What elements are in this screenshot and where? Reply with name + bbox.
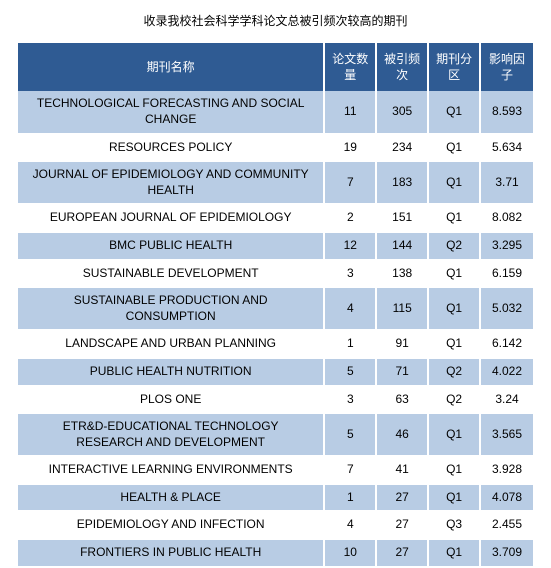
cell-citations: 71: [377, 359, 429, 387]
cell-citations: 305: [377, 91, 429, 134]
page-title: 收录我校社会科学学科论文总被引频次较高的期刊: [18, 12, 533, 29]
cell-impact: 3.565: [481, 414, 533, 457]
cell-journal-name: EPIDEMIOLOGY AND INFECTION: [18, 512, 325, 540]
cell-citations: 138: [377, 261, 429, 289]
cell-count: 2: [325, 205, 377, 233]
cell-quartile: Q2: [429, 233, 481, 261]
cell-citations: 27: [377, 512, 429, 540]
table-row: BMC PUBLIC HEALTH12144Q23.295: [18, 233, 533, 261]
cell-impact: 3.295: [481, 233, 533, 261]
table-row: SUSTAINABLE PRODUCTION AND CONSUMPTION41…: [18, 288, 533, 331]
col-header-count: 论文数量: [325, 43, 377, 91]
col-header-quartile: 期刊分区: [429, 43, 481, 91]
cell-journal-name: PLOS ONE: [18, 387, 325, 415]
cell-quartile: Q1: [429, 162, 481, 205]
cell-impact: 3.24: [481, 387, 533, 415]
table-row: EPIDEMIOLOGY AND INFECTION427Q32.455: [18, 512, 533, 540]
cell-impact: 8.082: [481, 205, 533, 233]
cell-journal-name: HEALTH & PLACE: [18, 485, 325, 513]
cell-count: 7: [325, 457, 377, 485]
cell-impact: 3.71: [481, 162, 533, 205]
cell-citations: 234: [377, 135, 429, 163]
cell-journal-name: LANDSCAPE AND URBAN PLANNING: [18, 331, 325, 359]
table-row: EUROPEAN JOURNAL OF EPIDEMIOLOGY2151Q18.…: [18, 205, 533, 233]
cell-impact: 6.142: [481, 331, 533, 359]
table-row: INTERACTIVE LEARNING ENVIRONMENTS741Q13.…: [18, 457, 533, 485]
table-row: JOURNAL OF EPIDEMIOLOGY AND COMMUNITY HE…: [18, 162, 533, 205]
cell-impact: 5.634: [481, 135, 533, 163]
cell-quartile: Q2: [429, 359, 481, 387]
table-row: SUSTAINABLE DEVELOPMENT3138Q16.159: [18, 261, 533, 289]
cell-quartile: Q1: [429, 205, 481, 233]
cell-quartile: Q3: [429, 512, 481, 540]
cell-citations: 115: [377, 288, 429, 331]
cell-count: 19: [325, 135, 377, 163]
table-row: RESOURCES POLICY19234Q15.634: [18, 135, 533, 163]
cell-impact: 2.455: [481, 512, 533, 540]
cell-quartile: Q1: [429, 540, 481, 568]
cell-quartile: Q1: [429, 288, 481, 331]
cell-journal-name: JOURNAL OF EPIDEMIOLOGY AND COMMUNITY HE…: [18, 162, 325, 205]
cell-count: 11: [325, 91, 377, 134]
cell-count: 5: [325, 414, 377, 457]
cell-journal-name: SUSTAINABLE PRODUCTION AND CONSUMPTION: [18, 288, 325, 331]
table-row: HEALTH & PLACE127Q14.078: [18, 485, 533, 513]
cell-journal-name: ETR&D-EDUCATIONAL TECHNOLOGY RESEARCH AN…: [18, 414, 325, 457]
cell-quartile: Q1: [429, 261, 481, 289]
col-header-citations: 被引频次: [377, 43, 429, 91]
cell-impact: 5.032: [481, 288, 533, 331]
table-row: LANDSCAPE AND URBAN PLANNING191Q16.142: [18, 331, 533, 359]
cell-impact: 3.709: [481, 540, 533, 568]
cell-count: 7: [325, 162, 377, 205]
cell-quartile: Q1: [429, 91, 481, 134]
table-row: PLOS ONE363Q23.24: [18, 387, 533, 415]
cell-impact: 8.593: [481, 91, 533, 134]
cell-count: 1: [325, 331, 377, 359]
cell-count: 10: [325, 540, 377, 568]
cell-quartile: Q1: [429, 135, 481, 163]
cell-citations: 63: [377, 387, 429, 415]
cell-citations: 27: [377, 485, 429, 513]
cell-citations: 151: [377, 205, 429, 233]
cell-impact: 4.078: [481, 485, 533, 513]
cell-count: 12: [325, 233, 377, 261]
table-row: PUBLIC HEALTH NUTRITION571Q24.022: [18, 359, 533, 387]
cell-citations: 144: [377, 233, 429, 261]
cell-quartile: Q1: [429, 414, 481, 457]
table-header-row: 期刊名称 论文数量 被引频次 期刊分区 影响因子: [18, 43, 533, 91]
journal-table: 期刊名称 论文数量 被引频次 期刊分区 影响因子 TECHNOLOGICAL F…: [18, 43, 533, 568]
col-header-name: 期刊名称: [18, 43, 325, 91]
cell-quartile: Q1: [429, 485, 481, 513]
cell-citations: 183: [377, 162, 429, 205]
cell-citations: 46: [377, 414, 429, 457]
cell-citations: 41: [377, 457, 429, 485]
cell-count: 3: [325, 261, 377, 289]
cell-quartile: Q2: [429, 387, 481, 415]
cell-count: 1: [325, 485, 377, 513]
cell-journal-name: BMC PUBLIC HEALTH: [18, 233, 325, 261]
cell-journal-name: RESOURCES POLICY: [18, 135, 325, 163]
cell-impact: 4.022: [481, 359, 533, 387]
cell-journal-name: INTERACTIVE LEARNING ENVIRONMENTS: [18, 457, 325, 485]
cell-count: 4: [325, 512, 377, 540]
table-row: FRONTIERS IN PUBLIC HEALTH1027Q13.709: [18, 540, 533, 568]
cell-count: 5: [325, 359, 377, 387]
table-row: ETR&D-EDUCATIONAL TECHNOLOGY RESEARCH AN…: [18, 414, 533, 457]
cell-journal-name: EUROPEAN JOURNAL OF EPIDEMIOLOGY: [18, 205, 325, 233]
cell-quartile: Q1: [429, 331, 481, 359]
cell-journal-name: FRONTIERS IN PUBLIC HEALTH: [18, 540, 325, 568]
cell-citations: 27: [377, 540, 429, 568]
col-header-impact: 影响因子: [481, 43, 533, 91]
cell-citations: 91: [377, 331, 429, 359]
cell-journal-name: SUSTAINABLE DEVELOPMENT: [18, 261, 325, 289]
cell-impact: 3.928: [481, 457, 533, 485]
cell-quartile: Q1: [429, 457, 481, 485]
cell-count: 4: [325, 288, 377, 331]
cell-impact: 6.159: [481, 261, 533, 289]
table-row: TECHNOLOGICAL FORECASTING AND SOCIAL CHA…: [18, 91, 533, 134]
table-body: TECHNOLOGICAL FORECASTING AND SOCIAL CHA…: [18, 91, 533, 567]
cell-count: 3: [325, 387, 377, 415]
cell-journal-name: TECHNOLOGICAL FORECASTING AND SOCIAL CHA…: [18, 91, 325, 134]
cell-journal-name: PUBLIC HEALTH NUTRITION: [18, 359, 325, 387]
